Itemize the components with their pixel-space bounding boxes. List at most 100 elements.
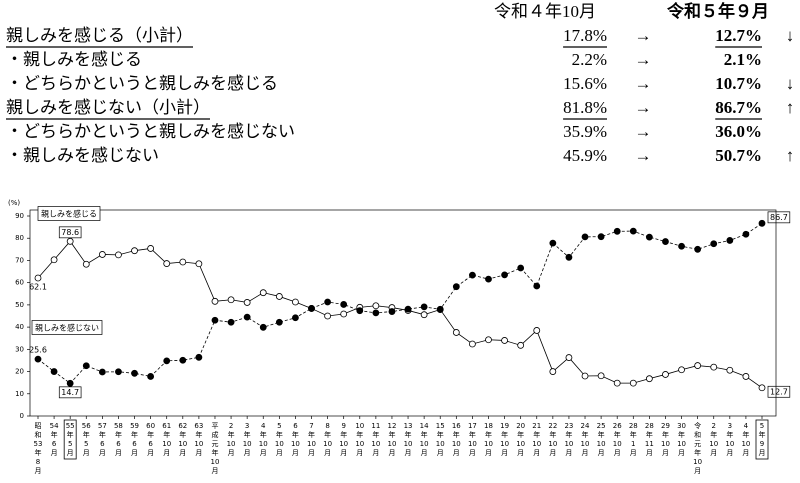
x-tick-part: 6 bbox=[52, 440, 57, 448]
row-after: 10.7% bbox=[715, 74, 762, 93]
x-tick-part: 10 bbox=[581, 440, 590, 448]
x-tick-part: 月 bbox=[469, 449, 476, 457]
point bbox=[66, 379, 74, 387]
point bbox=[452, 283, 460, 291]
x-tick-part: 年 bbox=[646, 430, 653, 439]
point bbox=[517, 341, 525, 349]
x-tick-part: 月 bbox=[372, 449, 379, 457]
x-tick-label: 56 年 5 月 bbox=[82, 422, 91, 457]
x-tick-part: 24 bbox=[581, 422, 590, 430]
x-tick-label: 59 年 6 月 bbox=[130, 422, 139, 457]
x-tick-part: 7 bbox=[309, 422, 313, 430]
header-after: 令和５年９月 bbox=[667, 1, 769, 21]
x-tick-part: 月 bbox=[582, 449, 589, 457]
x-tick-part: 10 bbox=[484, 440, 493, 448]
x-tick-label: 5 年 10 月 bbox=[275, 422, 284, 457]
x-tick-part: 年 bbox=[340, 430, 347, 439]
point bbox=[629, 227, 637, 235]
point bbox=[372, 309, 380, 317]
point bbox=[340, 310, 348, 318]
x-tick-label: 10 年 10 月 bbox=[355, 422, 364, 457]
x-tick-part: 月 bbox=[742, 449, 749, 457]
x-tick-label: 18 年 10 月 bbox=[484, 422, 493, 457]
point bbox=[485, 336, 492, 344]
x-tick-part: 10 bbox=[420, 440, 429, 448]
point bbox=[34, 355, 42, 363]
row-arrow: → bbox=[635, 50, 652, 69]
x-tick-part: 月 bbox=[421, 449, 428, 457]
point bbox=[581, 233, 589, 241]
point bbox=[533, 327, 541, 334]
x-tick-part: 月 bbox=[646, 449, 653, 457]
x-tick-part: 元 bbox=[694, 440, 701, 448]
x-tick-label: 57 年 6 月 bbox=[98, 422, 107, 457]
x-tick-label: 15 年 10 月 bbox=[436, 422, 445, 457]
x-tick-part: 年 bbox=[292, 430, 299, 439]
x-tick-part: 年 bbox=[372, 430, 379, 439]
point bbox=[243, 313, 251, 321]
x-tick-part: 18 bbox=[484, 422, 493, 430]
x-tick-label: 54 年 6 月 bbox=[50, 422, 59, 457]
x-tick-part: 平 bbox=[211, 422, 218, 430]
x-tick-part: 年 bbox=[549, 430, 556, 439]
x-tick-part: 28 bbox=[629, 422, 638, 430]
header-before: 令和４年10月 bbox=[494, 2, 596, 21]
point bbox=[179, 258, 187, 266]
x-tick-part: 年 bbox=[469, 430, 476, 439]
x-tick-label: 3 年 10 月 bbox=[725, 422, 734, 457]
x-tick-part: 年 bbox=[35, 448, 42, 457]
x-tick-part: 10 bbox=[275, 440, 284, 448]
value-label-box bbox=[767, 211, 791, 224]
point bbox=[710, 240, 718, 248]
x-tick-part: 29 bbox=[661, 422, 670, 430]
value-label-box bbox=[58, 226, 82, 239]
x-tick-part: 14 bbox=[420, 422, 429, 430]
point bbox=[147, 245, 155, 252]
x-tick-part: 年 bbox=[742, 430, 749, 439]
x-tick-part: 昭 bbox=[35, 422, 42, 430]
x-tick-part: 月 bbox=[324, 449, 331, 457]
x-tick-part: 10 bbox=[194, 440, 203, 448]
x-tick-part: 月 bbox=[99, 449, 106, 457]
x-tick-label: 14 年 10 月 bbox=[420, 422, 429, 457]
x-tick-part: 年 bbox=[533, 430, 540, 439]
x-tick-part: 月 bbox=[678, 449, 685, 457]
x-tick-part: 25 bbox=[597, 422, 606, 430]
point bbox=[82, 362, 90, 370]
point bbox=[275, 293, 283, 300]
x-tick-part: 8 bbox=[325, 422, 329, 430]
point bbox=[211, 297, 219, 305]
row-after: 50.7% bbox=[715, 146, 762, 165]
point bbox=[163, 260, 171, 267]
x-tick-part: 62 bbox=[178, 422, 187, 430]
x-tick-part: 月 bbox=[598, 449, 605, 457]
point bbox=[227, 318, 235, 326]
y-tick-label: 30 bbox=[15, 345, 24, 353]
x-tick-part: 9 bbox=[760, 440, 764, 448]
x-tick-part: 6 bbox=[148, 440, 153, 448]
x-tick-part: 年 bbox=[437, 430, 444, 439]
point bbox=[147, 373, 155, 380]
value-label: 14.7 bbox=[61, 388, 79, 397]
legend-label: 親しみを感じない bbox=[35, 323, 99, 333]
row-after: 12.7% bbox=[715, 26, 762, 45]
x-tick-part: 年 bbox=[324, 430, 331, 439]
point bbox=[324, 312, 332, 320]
x-tick-part: 年 bbox=[67, 430, 74, 439]
point bbox=[501, 337, 508, 344]
point bbox=[581, 372, 589, 380]
point bbox=[195, 260, 203, 268]
x-tick-part: 10 bbox=[339, 440, 348, 448]
x-tick-part: 年 bbox=[244, 430, 251, 439]
point bbox=[758, 384, 766, 392]
x-tick-part: 月 bbox=[614, 449, 621, 457]
x-tick-label: 30 年 10 月 bbox=[677, 422, 686, 457]
point bbox=[292, 314, 299, 322]
row-trend: ↓ bbox=[786, 26, 795, 45]
x-tick-part: 元 bbox=[211, 440, 218, 448]
point bbox=[710, 363, 718, 371]
y-tick-label: 0 bbox=[20, 412, 24, 420]
point bbox=[66, 237, 74, 245]
x-tick-label: 16 年 10 月 bbox=[452, 422, 461, 457]
point bbox=[726, 237, 734, 244]
